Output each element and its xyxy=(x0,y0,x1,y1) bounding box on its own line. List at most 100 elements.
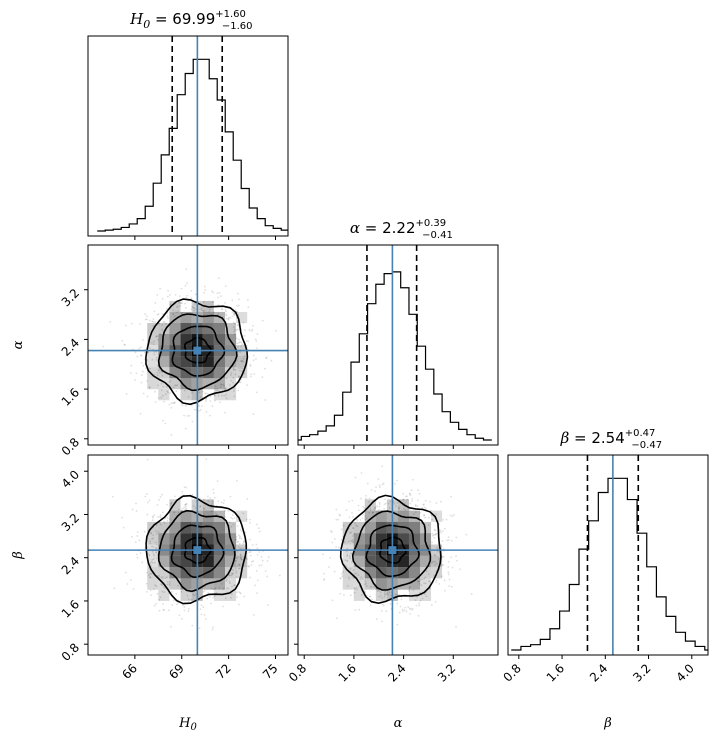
sample-point xyxy=(450,539,453,542)
sample-point xyxy=(427,516,430,519)
sample-point xyxy=(327,566,330,569)
sample-point xyxy=(242,542,245,545)
density-cell xyxy=(236,356,248,368)
sample-point xyxy=(449,514,452,517)
sample-point xyxy=(142,364,145,367)
density-cell xyxy=(180,578,192,590)
sample-point xyxy=(447,571,450,574)
sample-point xyxy=(354,522,357,525)
sample-point xyxy=(111,495,114,498)
sample-point xyxy=(109,321,112,323)
sample-point xyxy=(183,609,186,612)
sample-point xyxy=(243,541,246,544)
sample-point xyxy=(446,539,449,542)
sample-point xyxy=(154,584,156,586)
sample-point xyxy=(214,587,217,590)
sample-point xyxy=(408,586,411,589)
sample-point xyxy=(153,514,156,517)
sample-point xyxy=(155,356,158,359)
density-cell xyxy=(375,555,387,568)
sample-point xyxy=(404,606,407,609)
sample-point xyxy=(156,335,159,337)
sample-point xyxy=(434,529,437,532)
density-cell xyxy=(158,533,170,545)
sample-point xyxy=(360,497,362,500)
sample-point xyxy=(217,313,220,315)
sample-point xyxy=(402,610,404,613)
sample-point xyxy=(183,389,186,392)
sample-point xyxy=(377,478,380,481)
sample-point xyxy=(378,589,381,592)
sample-point xyxy=(203,285,206,288)
sample-point xyxy=(246,384,248,386)
sample-point xyxy=(396,479,398,482)
sample-point xyxy=(414,511,417,514)
sample-point xyxy=(154,335,157,338)
sample-point xyxy=(411,608,413,611)
sample-point xyxy=(238,603,240,606)
sample-point xyxy=(415,604,418,607)
sample-point xyxy=(373,507,376,509)
sample-point xyxy=(233,330,236,333)
sample-point xyxy=(238,590,241,593)
sample-point xyxy=(172,402,175,404)
sample-point xyxy=(136,535,139,537)
density-cell xyxy=(342,555,354,568)
density-cell xyxy=(147,555,159,568)
density-cell xyxy=(408,533,421,545)
sample-point xyxy=(168,381,171,384)
x-tick-label-alpha: 1.6 xyxy=(336,661,359,684)
sample-point xyxy=(161,324,163,326)
sample-point xyxy=(161,493,163,496)
sample-point xyxy=(214,587,216,590)
sample-point xyxy=(232,376,235,379)
sample-point xyxy=(403,609,406,611)
sample-point xyxy=(135,553,138,556)
sample-point xyxy=(403,507,405,510)
sample-point xyxy=(224,515,227,518)
sample-point xyxy=(142,392,145,395)
sample-point xyxy=(423,577,426,580)
sample-point xyxy=(344,559,347,562)
sample-point xyxy=(152,558,155,560)
sample-point xyxy=(130,364,133,367)
sample-point xyxy=(212,507,214,510)
sample-point xyxy=(372,511,374,514)
sample-point xyxy=(180,590,183,593)
panel-title-H0: H0 = 69.99+1.60 −1.60 xyxy=(129,9,252,32)
sample-point xyxy=(212,488,215,491)
sample-points xyxy=(322,465,498,628)
sample-point xyxy=(365,517,368,520)
sample-point xyxy=(199,308,201,311)
sample-point xyxy=(377,508,380,511)
x-tick-label-H0: 69 xyxy=(166,661,187,682)
sample-point xyxy=(219,383,222,386)
sample-point xyxy=(448,578,451,581)
sample-point xyxy=(139,323,141,325)
sample-point xyxy=(322,579,325,581)
sample-point xyxy=(442,563,445,566)
sample-point xyxy=(383,592,386,595)
sample-point xyxy=(240,558,243,561)
sample-point xyxy=(249,375,252,378)
sample-point xyxy=(223,385,226,387)
sample-point xyxy=(124,571,127,574)
sample-point xyxy=(212,311,215,314)
sample-point xyxy=(236,557,238,560)
sample-point xyxy=(158,598,161,601)
sample-point xyxy=(182,604,184,607)
sample-point xyxy=(348,500,350,503)
sample-point xyxy=(236,305,239,307)
histogram-step-H0 xyxy=(97,58,288,232)
sample-point xyxy=(418,604,421,607)
sample-point xyxy=(177,511,180,514)
sample-point xyxy=(208,310,211,313)
sample-point xyxy=(406,495,408,498)
sample-point xyxy=(159,515,161,518)
sample-point xyxy=(205,400,207,402)
sample-point xyxy=(210,510,213,513)
sample-point xyxy=(126,583,129,585)
sample-point xyxy=(368,595,371,598)
sample-point xyxy=(383,596,386,598)
sample-point xyxy=(221,308,224,311)
